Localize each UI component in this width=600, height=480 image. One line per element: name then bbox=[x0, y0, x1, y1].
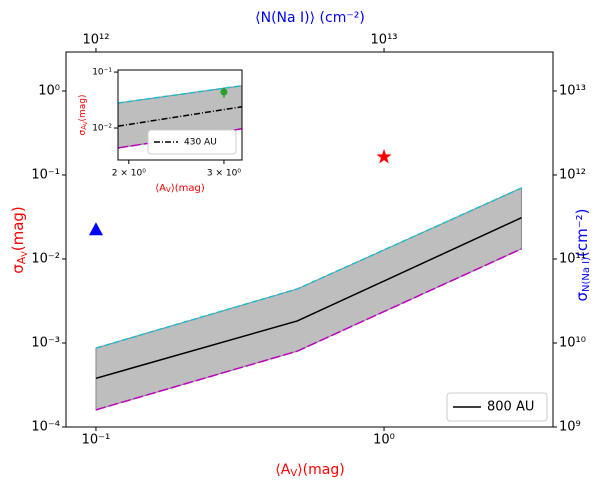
x2-tick-label: 10¹³ bbox=[371, 33, 398, 48]
x-label-part: ⟩(mag) bbox=[171, 183, 205, 194]
y2-tick-label: 10¹³ bbox=[559, 83, 586, 98]
x-axis-label: ⟨AV⟩(mag) bbox=[275, 462, 344, 479]
y-label-part: A bbox=[80, 125, 88, 130]
y-tick-label: 10⁰ bbox=[38, 83, 60, 98]
y2-label-part: N(Na I) bbox=[581, 257, 592, 292]
y-label-part: σ bbox=[9, 264, 27, 274]
inset-y-label: σAV(mag) bbox=[78, 95, 89, 136]
x-tick-label: 10⁻¹ bbox=[82, 433, 111, 448]
x-label-part: ⟩(mag) bbox=[297, 462, 345, 478]
y-axis-label: σAV(mag) bbox=[9, 206, 29, 274]
x-label-part: V bbox=[290, 468, 297, 479]
y-tick-label: 10⁻² bbox=[31, 251, 60, 266]
x-tick-label: 2 × 10⁰ bbox=[112, 169, 146, 179]
series-line bbox=[117, 85, 243, 104]
y-tick-label: 10⁻¹ bbox=[31, 167, 60, 182]
legend-label: 800 AU bbox=[487, 400, 534, 415]
y2-tick-label: 10¹¹ bbox=[559, 251, 586, 266]
y2-tick-label: 10¹⁰ bbox=[559, 335, 586, 350]
axes: 10⁻¹ 10⁰ 10⁻⁴ 10⁻³ 10⁻² 10⁻¹ 10⁰ 10¹² 10¹³ 10⁹ 10¹… bbox=[31, 33, 586, 448]
y2-axis-label: σN(Na I)(cm⁻²) bbox=[573, 208, 593, 301]
star-marker bbox=[376, 148, 392, 164]
x2-axis-label: ⟨N(Na I)⟩ (cm⁻²) bbox=[255, 10, 365, 26]
y2-label-part: σ bbox=[573, 292, 591, 302]
series-line bbox=[95, 217, 522, 380]
x-label-part: V bbox=[166, 186, 171, 194]
y2-label-part: (cm⁻²) bbox=[573, 208, 591, 257]
y2-tick-label: 10¹² bbox=[559, 167, 586, 182]
y-label-part: A bbox=[15, 256, 28, 264]
inset-x-label: ⟨AV⟩(mag) bbox=[155, 183, 205, 194]
legend-label: 430 AU bbox=[184, 138, 217, 148]
x-tick-label: 10⁰ bbox=[373, 433, 395, 448]
y-label-part: V bbox=[83, 121, 89, 125]
axes-frame bbox=[65, 51, 554, 428]
triangle-marker bbox=[88, 222, 103, 236]
x-label-part: ⟨A bbox=[155, 183, 166, 194]
y-label-part: (mag) bbox=[9, 206, 27, 251]
y2-tick-label: 10⁹ bbox=[559, 420, 581, 435]
axes-frame bbox=[117, 69, 243, 161]
series-line bbox=[117, 106, 243, 127]
y-tick-label: 10⁻² bbox=[92, 124, 112, 134]
legend-box bbox=[446, 392, 548, 422]
series-line bbox=[95, 248, 522, 411]
x-label-part: ⟨A bbox=[275, 462, 290, 478]
y-tick-label: 10⁻⁴ bbox=[31, 420, 60, 435]
y-label-part: (mag) bbox=[78, 95, 88, 122]
x2-tick-label: 10¹² bbox=[82, 33, 109, 48]
series-line bbox=[95, 187, 522, 349]
y-label-part: V bbox=[20, 251, 29, 257]
legend-box bbox=[147, 129, 237, 155]
y-tick-label: 10⁻³ bbox=[31, 335, 60, 350]
x-tick-label: 3 × 10⁰ bbox=[207, 169, 241, 179]
y-tick-label: 10⁻¹ bbox=[92, 68, 112, 78]
y-label-part: σ bbox=[78, 129, 88, 135]
point-marker bbox=[220, 88, 228, 96]
axes: 2 × 10⁰ 3 × 10⁰ 10⁻² 10⁻¹ 430 AU bbox=[92, 68, 243, 179]
